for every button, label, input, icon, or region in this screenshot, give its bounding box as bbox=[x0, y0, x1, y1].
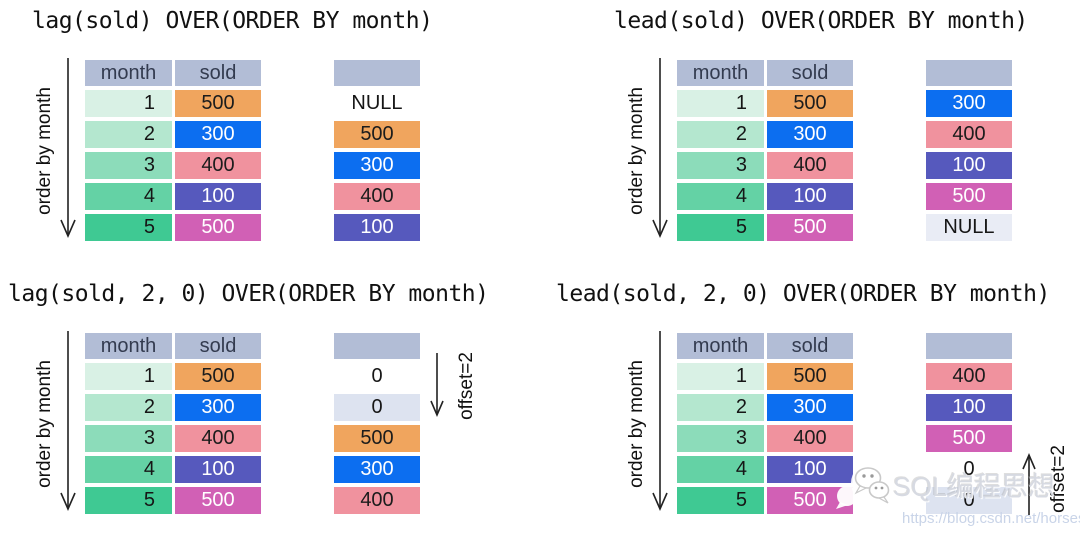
result-cell: 100 bbox=[926, 394, 1012, 421]
order-by-label: order by month bbox=[626, 87, 647, 215]
sold-header: sold bbox=[767, 333, 853, 359]
result-cell: 300 bbox=[334, 152, 420, 179]
month-header: month bbox=[85, 60, 172, 86]
order-by-label: order by month bbox=[34, 360, 55, 488]
offset-up-arrow-icon bbox=[1022, 452, 1036, 515]
month-header: month bbox=[677, 333, 764, 359]
result-cell: 0 bbox=[334, 363, 420, 390]
sold-cell: 500 bbox=[767, 214, 853, 241]
month-cell: 1 bbox=[677, 90, 764, 117]
sold-cell: 400 bbox=[767, 425, 853, 452]
month-cell: 5 bbox=[677, 214, 764, 241]
sold-cell: 500 bbox=[767, 363, 853, 390]
result-cell: 0 bbox=[926, 487, 1012, 514]
result-cell: 0 bbox=[926, 456, 1012, 483]
result-cell: 500 bbox=[334, 121, 420, 148]
sold-cell: 500 bbox=[767, 90, 853, 117]
result-header bbox=[334, 333, 420, 359]
panel-lead-offset: lead(sold, 2, 0) OVER(ORDER BY month) or… bbox=[556, 273, 1080, 543]
result-cell: 100 bbox=[334, 214, 420, 241]
result-cell: 500 bbox=[334, 425, 420, 452]
sold-cell: 500 bbox=[767, 487, 853, 514]
panel-title: lead(sold) OVER(ORDER BY month) bbox=[614, 8, 1028, 34]
panel-lead-simple: lead(sold) OVER(ORDER BY month) order by… bbox=[592, 0, 1080, 270]
order-by-label: order by month bbox=[34, 87, 55, 215]
month-cell: 1 bbox=[677, 363, 764, 390]
sold-cell: 300 bbox=[767, 121, 853, 148]
month-cell: 3 bbox=[85, 425, 172, 452]
result-cell: NULL bbox=[334, 90, 420, 117]
month-cell: 4 bbox=[85, 183, 172, 210]
panel-title: lag(sold, 2, 0) OVER(ORDER BY month) bbox=[8, 281, 489, 307]
result-cell: 400 bbox=[334, 487, 420, 514]
down-arrow-icon bbox=[652, 331, 668, 511]
sold-cell: 100 bbox=[175, 183, 261, 210]
sold-cell: 500 bbox=[175, 90, 261, 117]
month-cell: 3 bbox=[677, 152, 764, 179]
sold-cell: 500 bbox=[175, 487, 261, 514]
sold-cell: 400 bbox=[767, 152, 853, 179]
result-cell: 400 bbox=[334, 183, 420, 210]
down-arrow-icon bbox=[60, 331, 76, 511]
month-cell: 1 bbox=[85, 363, 172, 390]
month-cell: 1 bbox=[85, 90, 172, 117]
month-header: month bbox=[85, 333, 172, 359]
sold-cell: 400 bbox=[175, 152, 261, 179]
sold-cell: 500 bbox=[175, 214, 261, 241]
sold-header: sold bbox=[175, 333, 261, 359]
panel-lag-offset: lag(sold, 2, 0) OVER(ORDER BY month) ord… bbox=[0, 273, 560, 543]
sold-cell: 300 bbox=[175, 121, 261, 148]
result-cell: 400 bbox=[926, 121, 1012, 148]
sold-cell: 500 bbox=[175, 363, 261, 390]
result-header bbox=[926, 333, 1012, 359]
month-cell: 2 bbox=[677, 394, 764, 421]
order-by-label: order by month bbox=[626, 360, 647, 488]
offset-label: offset=2 bbox=[1048, 445, 1069, 513]
month-cell: 5 bbox=[85, 214, 172, 241]
sold-cell: 100 bbox=[767, 456, 853, 483]
down-arrow-icon bbox=[652, 58, 668, 238]
month-cell: 5 bbox=[677, 487, 764, 514]
sold-cell: 300 bbox=[175, 394, 261, 421]
result-cell: 500 bbox=[926, 183, 1012, 210]
month-cell: 3 bbox=[85, 152, 172, 179]
sold-header: sold bbox=[767, 60, 853, 86]
result-header bbox=[334, 60, 420, 86]
month-cell: 4 bbox=[677, 456, 764, 483]
month-cell: 2 bbox=[677, 121, 764, 148]
result-cell: 300 bbox=[334, 456, 420, 483]
month-cell: 5 bbox=[85, 487, 172, 514]
offset-down-arrow-icon bbox=[430, 353, 444, 418]
panel-lag-simple: lag(sold) OVER(ORDER BY month) order by … bbox=[0, 0, 560, 270]
sold-cell: 300 bbox=[767, 394, 853, 421]
month-cell: 2 bbox=[85, 394, 172, 421]
month-cell: 4 bbox=[677, 183, 764, 210]
result-cell: 0 bbox=[334, 394, 420, 421]
sold-header: sold bbox=[175, 60, 261, 86]
month-cell: 3 bbox=[677, 425, 764, 452]
month-cell: 4 bbox=[85, 456, 172, 483]
sold-cell: 100 bbox=[175, 456, 261, 483]
sold-cell: 100 bbox=[767, 183, 853, 210]
sold-cell: 400 bbox=[175, 425, 261, 452]
result-cell: 300 bbox=[926, 90, 1012, 117]
result-cell: 400 bbox=[926, 363, 1012, 390]
result-cell: 100 bbox=[926, 152, 1012, 179]
panel-title: lead(sold, 2, 0) OVER(ORDER BY month) bbox=[556, 281, 1050, 307]
result-cell: 500 bbox=[926, 425, 1012, 452]
panel-title: lag(sold) OVER(ORDER BY month) bbox=[32, 8, 433, 34]
result-cell: NULL bbox=[926, 214, 1012, 241]
month-cell: 2 bbox=[85, 121, 172, 148]
month-header: month bbox=[677, 60, 764, 86]
offset-label: offset=2 bbox=[456, 352, 477, 420]
result-header bbox=[926, 60, 1012, 86]
down-arrow-icon bbox=[60, 58, 76, 238]
